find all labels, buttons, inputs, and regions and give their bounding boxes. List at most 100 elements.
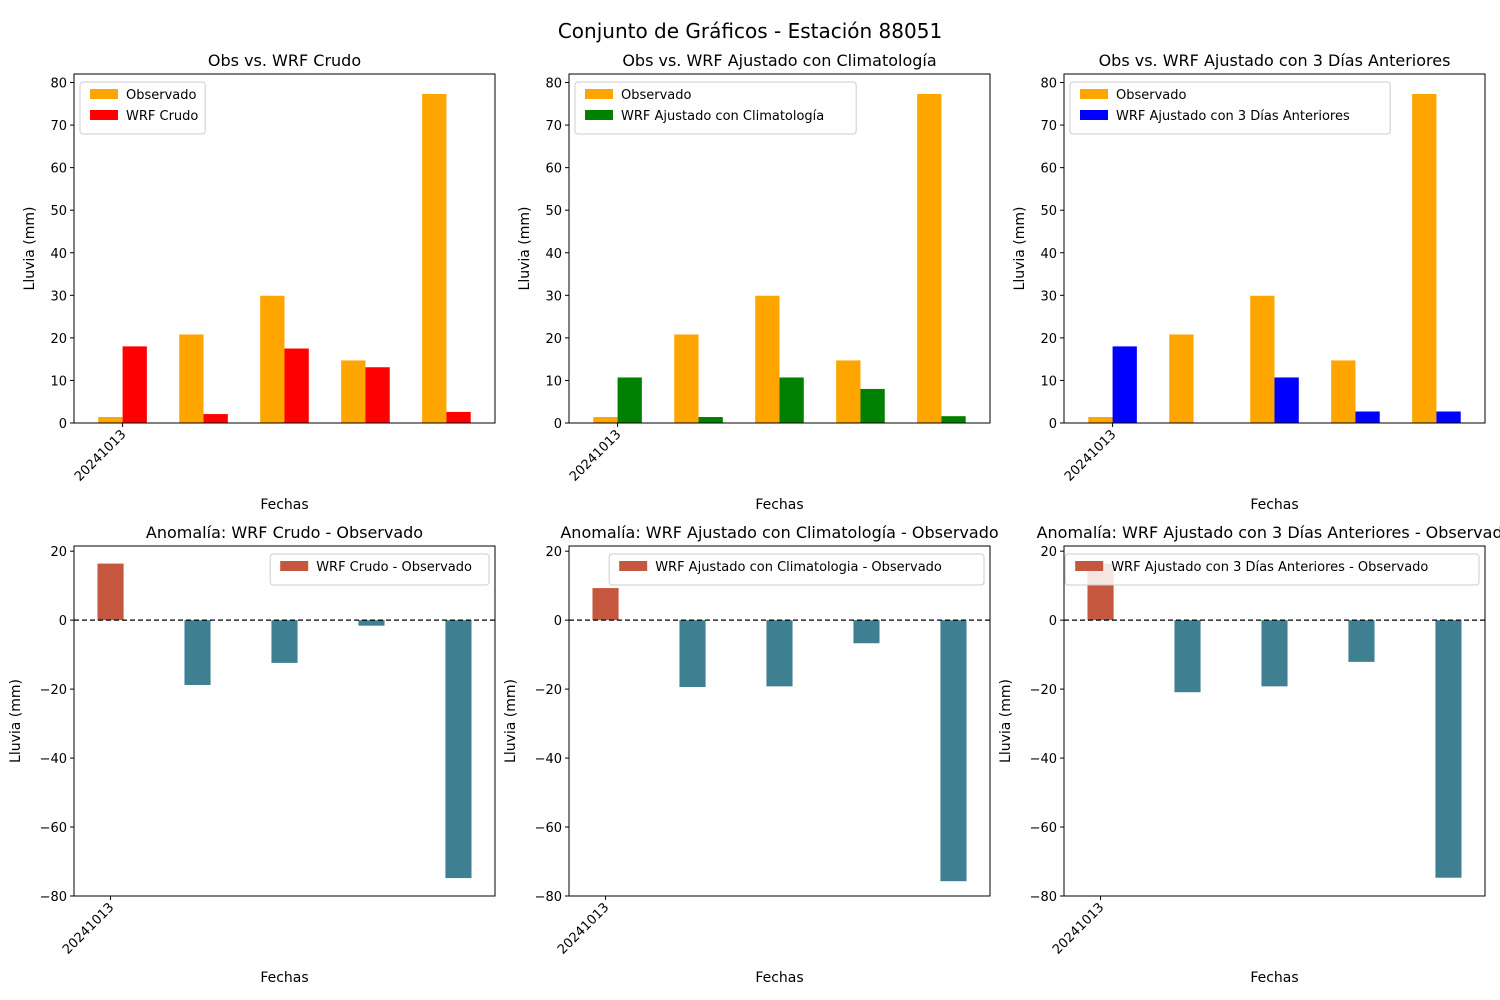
- bar-wrf-2: [779, 377, 804, 423]
- bar-observado-0: [1088, 417, 1113, 423]
- y-tick-label: −60: [1030, 821, 1057, 836]
- bar-wrf-0: [122, 346, 147, 423]
- y-tick-label: 0: [554, 614, 562, 629]
- y-tick-label: 10: [545, 374, 562, 389]
- x-axis-label: Fechas: [260, 497, 308, 513]
- legend-label-0: Observado: [126, 88, 197, 103]
- anomaly-bar-2: [271, 620, 298, 663]
- chart-panel-top-left: 0 10 20 30 40 50 60 70 80 20241013 Fechas Lluvia (m…: [22, 51, 496, 513]
- legend-swatch-0: [1075, 561, 1104, 571]
- y-tick-label: 60: [50, 162, 67, 177]
- bar-wrf-0: [617, 377, 642, 423]
- y-tick-label: 70: [545, 119, 562, 134]
- chart-panel-top-right: 0 10 20 30 40 50 60 70 80 20241013 Fechas Lluvia (m…: [1012, 51, 1486, 513]
- y-tick-label: 40: [1040, 247, 1057, 262]
- legend: Observado WRF Ajustado con 3 Días Anterio…: [1069, 81, 1391, 135]
- y-tick-label: 20: [50, 332, 67, 347]
- legend-swatch-0: [585, 89, 613, 99]
- bar-observado-4: [1412, 94, 1437, 423]
- legend-swatch-1: [90, 110, 118, 120]
- axes-frame: [568, 545, 991, 897]
- y-tick-label: 0: [1049, 417, 1057, 432]
- chart-panel-top-center: 0 10 20 30 40 50 60 70 80 20241013 Fechas Lluvia (m…: [517, 51, 991, 513]
- legend-swatch-1: [585, 110, 613, 120]
- legend-frame: [1069, 81, 1391, 135]
- bar-observado-4: [917, 94, 942, 423]
- y-tick-label: 40: [50, 247, 67, 262]
- y-tick-label: 30: [1040, 289, 1057, 304]
- bar-observado-4: [422, 94, 447, 423]
- bar-wrf-4: [446, 411, 471, 423]
- bar-wrf-1: [698, 417, 723, 423]
- x-axis-label: Fechas: [755, 497, 803, 513]
- y-tick-label: 80: [50, 77, 67, 92]
- y-tick-label: 10: [1040, 374, 1057, 389]
- legend-label-0: WRF Crudo - Observado: [316, 560, 472, 575]
- legend-swatch-0: [280, 561, 309, 571]
- legend-frame: [574, 81, 857, 135]
- bar-wrf-3: [1355, 411, 1380, 423]
- bar-wrf-0: [1112, 346, 1137, 423]
- legend-swatch-0: [1080, 89, 1108, 99]
- chart-panels: 0 10 20 30 40 50 60 70 80 20241013 Fechas Lluvia (m…: [8, 51, 1500, 986]
- legend-label-0: WRF Ajustado con Climatologia - Observad…: [655, 560, 942, 575]
- anomaly-bar-0: [592, 588, 619, 621]
- axes-frame: [73, 545, 496, 897]
- bar-wrf-2: [284, 348, 309, 423]
- bar-wrf-3: [860, 388, 885, 423]
- legend: Observado WRF Ajustado con Climatología: [574, 81, 857, 135]
- y-tick-label: 30: [545, 289, 562, 304]
- anomaly-bar-4: [445, 620, 472, 879]
- anomaly-bar-2: [1261, 620, 1288, 687]
- legend-swatch-0: [90, 89, 118, 99]
- panel-title: Anomalía: WRF Ajustado con Climatología …: [560, 523, 998, 542]
- anomaly-bar-0: [97, 563, 124, 621]
- y-tick-label: 70: [1040, 119, 1057, 134]
- y-tick-label: 80: [1040, 77, 1057, 92]
- anomaly-bar-3: [853, 620, 880, 644]
- y-tick-label: −80: [40, 890, 67, 905]
- axes-frame: [568, 73, 991, 424]
- x-tick-label: 20241013: [567, 427, 624, 484]
- anomaly-bar-3: [1348, 620, 1375, 662]
- y-tick-label: 0: [59, 417, 67, 432]
- y-tick-label: 0: [59, 614, 67, 629]
- axes-frame: [1063, 73, 1486, 424]
- x-axis-label: Fechas: [1250, 970, 1298, 986]
- y-tick-label: −80: [535, 890, 562, 905]
- y-axis-label: Lluvia (mm): [517, 207, 533, 291]
- panel-title: Obs vs. WRF Crudo: [208, 51, 361, 70]
- y-tick-label: 20: [1040, 332, 1057, 347]
- y-tick-label: 40: [545, 247, 562, 262]
- legend: WRF Ajustado con Climatologia - Observad…: [608, 553, 985, 586]
- anomaly-bar-4: [1435, 620, 1462, 878]
- bar-wrf-2: [1274, 377, 1299, 423]
- y-tick-label: 20: [545, 332, 562, 347]
- y-tick-label: −60: [40, 821, 67, 836]
- legend-label-1: WRF Ajustado con 3 Días Anteriores: [1116, 109, 1350, 124]
- anomaly-bar-1: [1174, 620, 1201, 693]
- legend-label-1: WRF Crudo: [126, 109, 198, 124]
- y-tick-label: 60: [545, 162, 562, 177]
- y-tick-label: 70: [50, 119, 67, 134]
- y-tick-label: −20: [535, 683, 562, 698]
- bar-observado-3: [341, 360, 366, 423]
- x-tick-label: 20241013: [72, 427, 129, 484]
- chart-panel-bottom-right: −80 −60 −40 −20 0 20 20241013 Fechas Lluvia (mm)…: [998, 523, 1500, 986]
- bar-observado-2: [260, 295, 285, 423]
- panel-title: Obs vs. WRF Ajustado con 3 Días Anterior…: [1099, 51, 1451, 70]
- y-tick-label: 20: [1040, 545, 1057, 560]
- legend-label-0: Observado: [621, 88, 692, 103]
- panel-title: Obs vs. WRF Ajustado con Climatología: [622, 51, 936, 70]
- y-tick-label: 80: [545, 77, 562, 92]
- y-tick-label: 30: [50, 289, 67, 304]
- y-axis-label: Lluvia (mm): [8, 679, 24, 763]
- legend-frame: [269, 553, 490, 586]
- axes-frame: [1063, 545, 1486, 897]
- bar-wrf-3: [365, 367, 390, 423]
- y-tick-label: 20: [50, 545, 67, 560]
- legend-frame: [1064, 553, 1480, 586]
- y-tick-label: 50: [545, 204, 562, 219]
- legend-label-0: Observado: [1116, 88, 1187, 103]
- y-tick-label: 60: [1040, 162, 1057, 177]
